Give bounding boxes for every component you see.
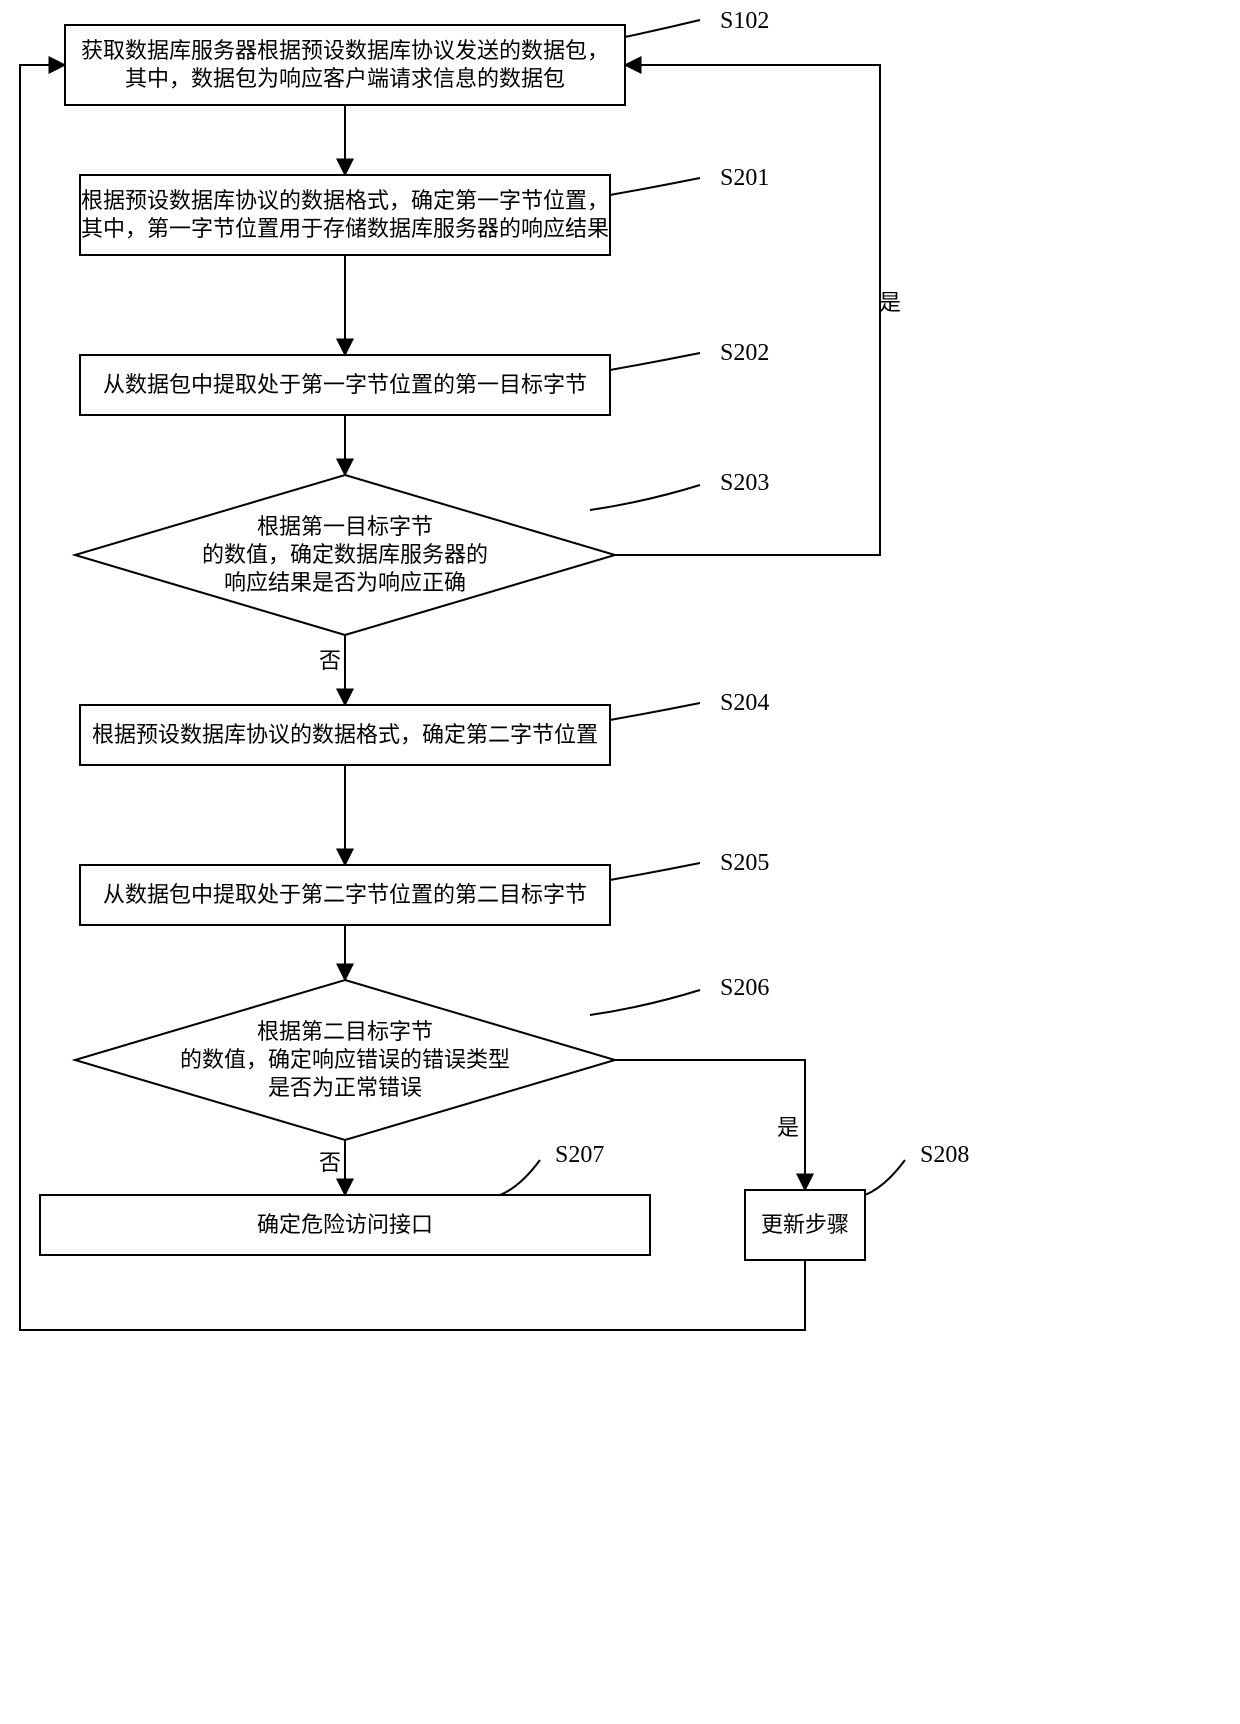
node-s205-line-0: 从数据包中提取处于第二字节位置的第二目标字节 <box>103 882 587 907</box>
node-s203-line-2: 响应结果是否为响应正确 <box>224 570 466 595</box>
step-label-s203: S203 <box>720 470 769 496</box>
edge-label-8: 是 <box>777 1115 799 1140</box>
step-label-s205: S205 <box>720 850 769 876</box>
step-label-s204: S204 <box>720 690 769 716</box>
flowchart: 否否是是 获取数据库服务器根据预设数据库协议发送的数据包，其中，数据包为响应客户… <box>0 0 1240 1724</box>
node-s102 <box>65 25 625 105</box>
step-label-s201: S201 <box>720 165 769 191</box>
leader-s205 <box>610 863 700 880</box>
step-label-s202: S202 <box>720 340 769 366</box>
leader-s206 <box>590 990 700 1015</box>
node-s204-line-0: 根据预设数据库协议的数据格式，确定第二字节位置 <box>92 722 598 747</box>
edge-label-7: 是 <box>879 290 901 315</box>
step-label-s102: S102 <box>720 8 769 34</box>
node-s206-line-0: 根据第二目标字节 <box>257 1019 433 1044</box>
node-s201-line-0: 根据预设数据库协议的数据格式，确定第一字节位置， <box>81 188 609 213</box>
step-label-s207: S207 <box>555 1142 604 1168</box>
step-label-s208: S208 <box>920 1142 969 1168</box>
node-s102-line-1: 其中，数据包为响应客户端请求信息的数据包 <box>125 66 565 91</box>
node-s201-line-1: 其中，第一字节位置用于存储数据库服务器的响应结果 <box>81 216 609 241</box>
edge-label-3: 否 <box>319 648 341 673</box>
leader-s208 <box>865 1160 905 1195</box>
node-s207-line-0: 确定危险访问接口 <box>257 1212 433 1237</box>
node-s202-line-0: 从数据包中提取处于第一字节位置的第一目标字节 <box>103 372 587 397</box>
node-s203-line-1: 的数值，确定数据库服务器的 <box>202 542 488 567</box>
leader-s201 <box>610 178 700 195</box>
leader-s207 <box>500 1160 540 1195</box>
node-s206-line-1: 的数值，确定响应错误的错误类型 <box>180 1047 510 1072</box>
edge-label-6: 否 <box>319 1150 341 1175</box>
node-s208-line-0: 更新步骤 <box>761 1212 849 1237</box>
leader-s102 <box>625 20 700 37</box>
node-s203-line-0: 根据第一目标字节 <box>257 514 433 539</box>
leader-s202 <box>610 353 700 370</box>
node-s201 <box>80 175 610 255</box>
leader-s204 <box>610 703 700 720</box>
node-s206-line-2: 是否为正常错误 <box>268 1075 422 1100</box>
node-s102-line-0: 获取数据库服务器根据预设数据库协议发送的数据包， <box>81 38 609 63</box>
step-label-s206: S206 <box>720 975 769 1001</box>
leader-s203 <box>590 485 700 510</box>
